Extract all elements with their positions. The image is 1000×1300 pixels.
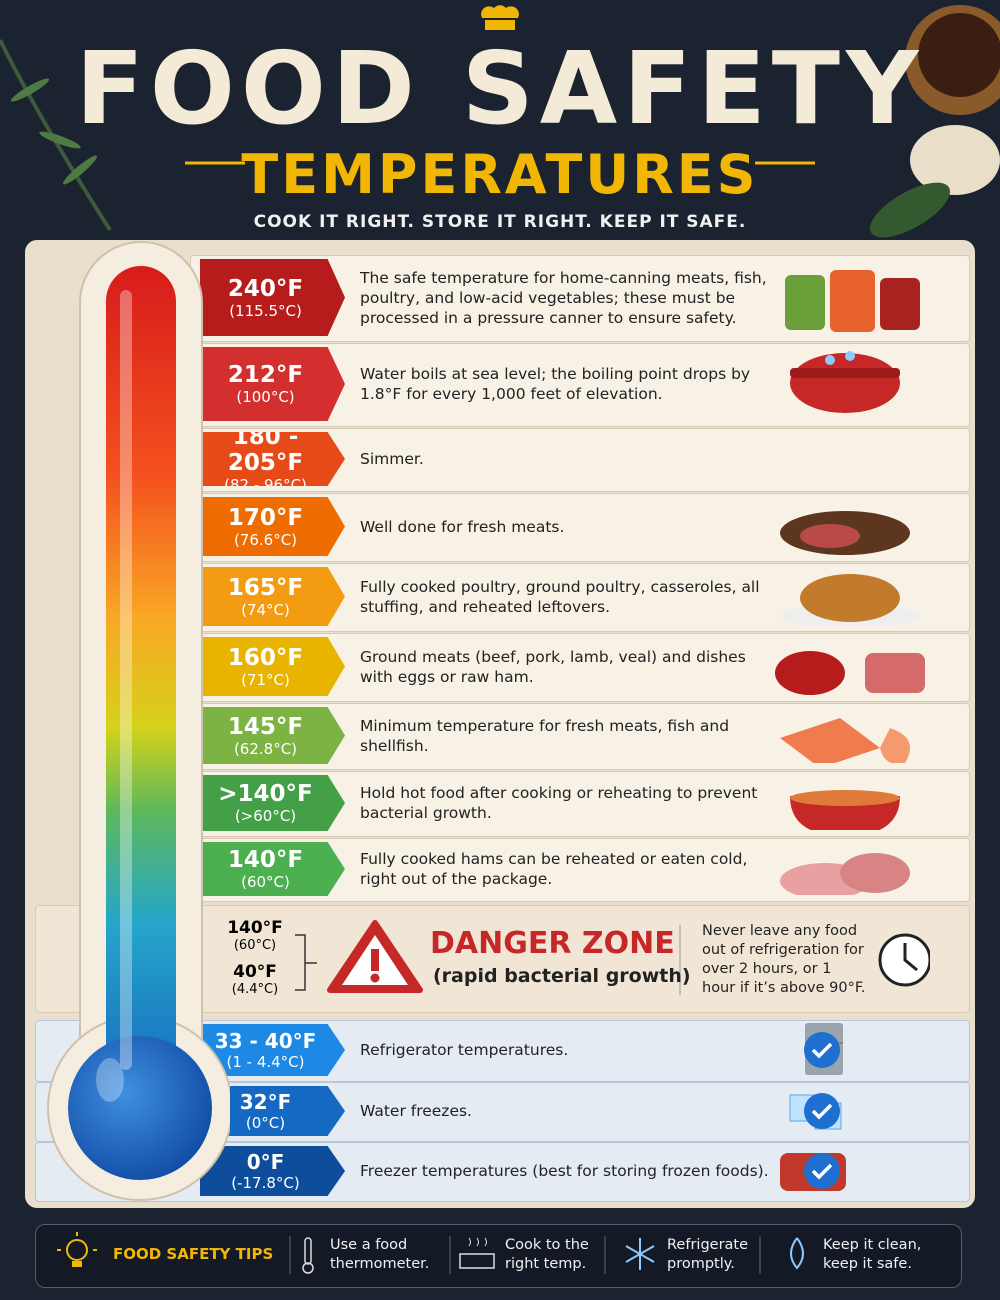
- danger-lower-c: (4.4°C): [231, 982, 279, 997]
- header-decor: [0, 5, 1000, 238]
- temp-badge: 180 - 205°F (82 - 96°C): [200, 432, 345, 486]
- description: Minimum temperature for fresh meats, fis…: [360, 716, 730, 755]
- fahrenheit: 165°F: [227, 574, 304, 601]
- temp-badge: 140°F (60°C): [200, 842, 345, 896]
- fahrenheit: 180 - 205°F: [227, 424, 304, 476]
- fahrenheit: 170°F: [227, 504, 304, 531]
- description: Well done for fresh meats.: [360, 517, 565, 536]
- celsius: (74°C): [241, 600, 290, 619]
- celsius: (76.6°C): [233, 530, 298, 549]
- celsius: (-17.8°C): [231, 1174, 300, 1192]
- temp-badge: 170°F (76.6°C): [200, 497, 345, 556]
- description: Fully cooked poultry, ground poultry, ca…: [360, 577, 760, 616]
- food-icon: [790, 790, 900, 830]
- danger-subtitle: (rapid bacterial growth): [433, 965, 691, 987]
- food-icon: [790, 351, 900, 413]
- danger-lower: 40°F (4.4°C): [225, 962, 285, 997]
- food-icon: [804, 1023, 843, 1075]
- thermometer: [47, 241, 230, 1201]
- tip: Cook to the right temp.: [505, 1237, 589, 1272]
- celsius: (100°C): [236, 388, 295, 406]
- fahrenheit: 33 - 40°F: [214, 1029, 317, 1053]
- temp-badge: 160°F (71°C): [200, 637, 345, 696]
- description: Hold hot food after cooking or reheating…: [360, 784, 758, 822]
- tip: Keep it clean, keep it safe.: [823, 1237, 922, 1272]
- food-icon: [780, 853, 910, 895]
- fahrenheit: 212°F: [227, 362, 304, 388]
- danger-title: DANGER ZONE: [430, 926, 675, 961]
- danger-decor: [295, 920, 930, 995]
- temp-badge: 240°F (115.5°C): [200, 259, 345, 336]
- tip: Use a food thermometer.: [330, 1237, 430, 1272]
- fahrenheit: 0°F: [246, 1150, 285, 1174]
- danger-note: Never leave any food out of refrigeratio…: [702, 923, 866, 996]
- food-icon: [780, 511, 910, 555]
- celsius: (>60°C): [234, 807, 297, 825]
- danger-lower-f: 40°F: [233, 962, 277, 982]
- food-icon: [780, 718, 910, 763]
- fahrenheit: 240°F: [227, 275, 304, 302]
- celsius: (60°C): [241, 873, 290, 891]
- description: Simmer.: [360, 450, 424, 468]
- danger-upper-c: (60°C): [233, 938, 277, 953]
- tagline: COOK IT RIGHT. STORE IT RIGHT. KEEP IT S…: [253, 212, 747, 232]
- subtitle: TEMPERATURES: [241, 143, 759, 206]
- food-icon: [780, 574, 920, 625]
- description: Ground meats (beef, pork, lamb, veal) an…: [360, 647, 746, 686]
- fahrenheit: 32°F: [239, 1090, 292, 1114]
- food-icon: [789, 1093, 842, 1130]
- description: Water freezes.: [360, 1102, 472, 1120]
- description: Freezer temperatures (best for storing f…: [360, 1162, 769, 1180]
- fahrenheit: 140°F: [227, 847, 304, 873]
- description: Refrigerator temperatures.: [360, 1041, 569, 1059]
- celsius: (0°C): [245, 1114, 286, 1132]
- temp-badge: >140°F (>60°C): [200, 775, 345, 831]
- danger-upper-f: 140°F: [227, 918, 283, 938]
- danger-upper: 140°F (60°C): [225, 918, 285, 953]
- temp-badge: 165°F (74°C): [200, 567, 345, 626]
- celsius: (62.8°C): [233, 739, 298, 758]
- description: Fully cooked hams can be reheated or eat…: [360, 850, 748, 888]
- description: Water boils at sea level; the boiling po…: [360, 365, 751, 403]
- description: The safe temperature for home-canning me…: [360, 268, 767, 327]
- tips-icons: [57, 1232, 804, 1274]
- food-icon: [775, 651, 925, 695]
- fahrenheit: 160°F: [227, 644, 304, 671]
- food-icon: [785, 270, 920, 332]
- celsius: (115.5°C): [229, 301, 302, 320]
- fahrenheit: 145°F: [227, 713, 304, 740]
- celsius: (82 - 96°C): [224, 476, 307, 494]
- tip: Refrigerate promptly.: [667, 1237, 749, 1272]
- fahrenheit: >140°F: [218, 781, 313, 807]
- title: FOOD SAFETY: [75, 30, 925, 147]
- tips-bar: [35, 1224, 962, 1288]
- temp-badge: 33 - 40°F (1 - 4.4°C): [200, 1024, 345, 1076]
- temp-badge: 0°F (-17.8°C): [200, 1146, 345, 1196]
- tips-heading: FOOD SAFETY TIPS: [113, 1245, 274, 1263]
- food-icon: [780, 1153, 846, 1191]
- temp-badge: 212°F (100°C): [200, 347, 345, 421]
- celsius: (71°C): [241, 670, 290, 689]
- celsius: (1 - 4.4°C): [226, 1053, 305, 1071]
- temp-badge: 145°F (62.8°C): [200, 707, 345, 764]
